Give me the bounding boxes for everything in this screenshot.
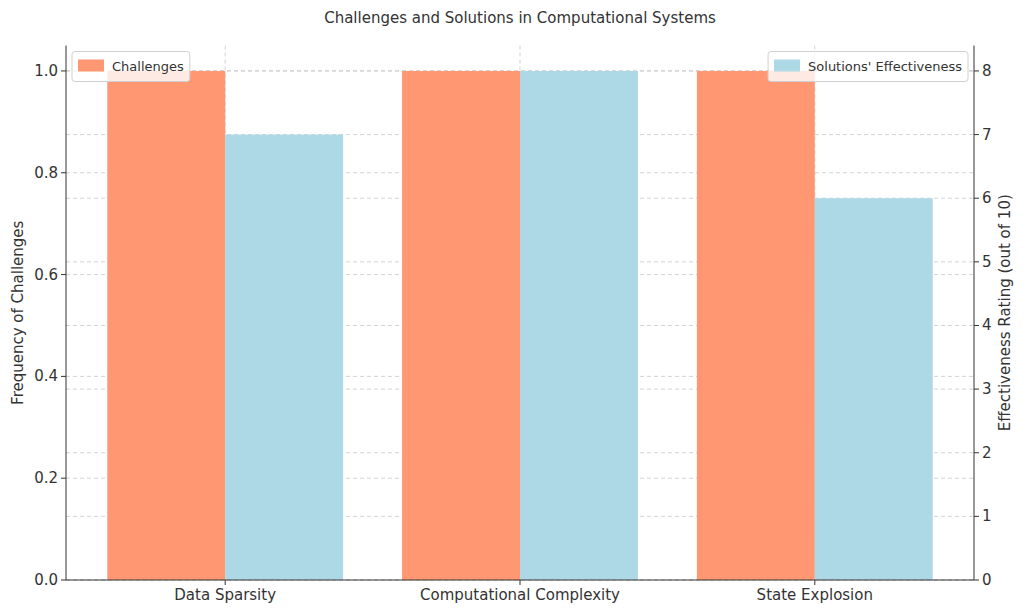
bar [107, 71, 225, 580]
y-axis-label: Frequency of Challenges [9, 220, 27, 404]
tick-label: 5 [982, 253, 992, 271]
tick-label: 0.0 [34, 571, 58, 589]
axes: 0.0 0.2 0.4 0.6 0.8 1.0 0 1 2 3 4 5 6 7 8 Data Sparsity… [34, 46, 991, 605]
tick-label: State Explosion [757, 586, 873, 604]
tick-label: 0.8 [34, 164, 58, 182]
tick-label: 7 [982, 126, 992, 144]
legend-swatch [774, 60, 800, 72]
tick-label: 8 [982, 62, 992, 80]
tick [61, 172, 66, 173]
tick [61, 580, 66, 581]
tick [974, 261, 979, 262]
grid [66, 46, 974, 581]
legend: Solutions' Effectiveness [768, 52, 968, 82]
legend-swatch [78, 60, 104, 72]
chart: 0.0 0.2 0.4 0.6 0.8 1.0 0 1 2 3 4 5 6 7 8 Data Sparsity… [0, 0, 1024, 613]
tick-label: 4 [982, 316, 992, 334]
bars [107, 71, 932, 580]
tick-label: 0.6 [34, 266, 58, 284]
tick [974, 325, 979, 326]
tick [974, 389, 979, 390]
legend-label: Solutions' Effectiveness [808, 59, 962, 74]
bar [225, 135, 343, 580]
tick-label: 1.0 [34, 62, 58, 80]
tick-label: 3 [982, 380, 992, 398]
tick [974, 134, 979, 135]
tick [974, 198, 979, 199]
tick [225, 580, 226, 585]
tick-label: 0.2 [34, 469, 58, 487]
tick [974, 580, 979, 581]
tick [61, 376, 66, 377]
y-axis-line [66, 46, 67, 581]
y2-axis-label: Effectiveness Rating (out of 10) [996, 194, 1014, 431]
tick [520, 580, 521, 585]
y2-axis-line [974, 46, 975, 581]
tick [61, 478, 66, 479]
tick-label: 2 [982, 444, 992, 462]
legend: Challenges [72, 52, 190, 82]
bar [815, 198, 933, 580]
tick [974, 516, 979, 517]
tick [814, 580, 815, 585]
tick-label: 6 [982, 189, 992, 207]
legend-label: Challenges [112, 59, 184, 74]
tick [974, 70, 979, 71]
legend-box [768, 52, 968, 82]
tick [61, 274, 66, 275]
tick-label: 0 [982, 571, 992, 589]
tick [974, 452, 979, 453]
bar [520, 71, 638, 580]
tick-label: 0.4 [34, 367, 58, 385]
tick-label: Computational Complexity [420, 586, 620, 604]
tick-label: Data Sparsity [174, 586, 276, 604]
tick-label: 1 [982, 507, 992, 525]
title: Challenges and Solutions in Computationa… [324, 9, 716, 27]
bar [697, 71, 815, 580]
legend-box [72, 52, 190, 82]
tick [61, 70, 66, 71]
bar [402, 71, 520, 580]
